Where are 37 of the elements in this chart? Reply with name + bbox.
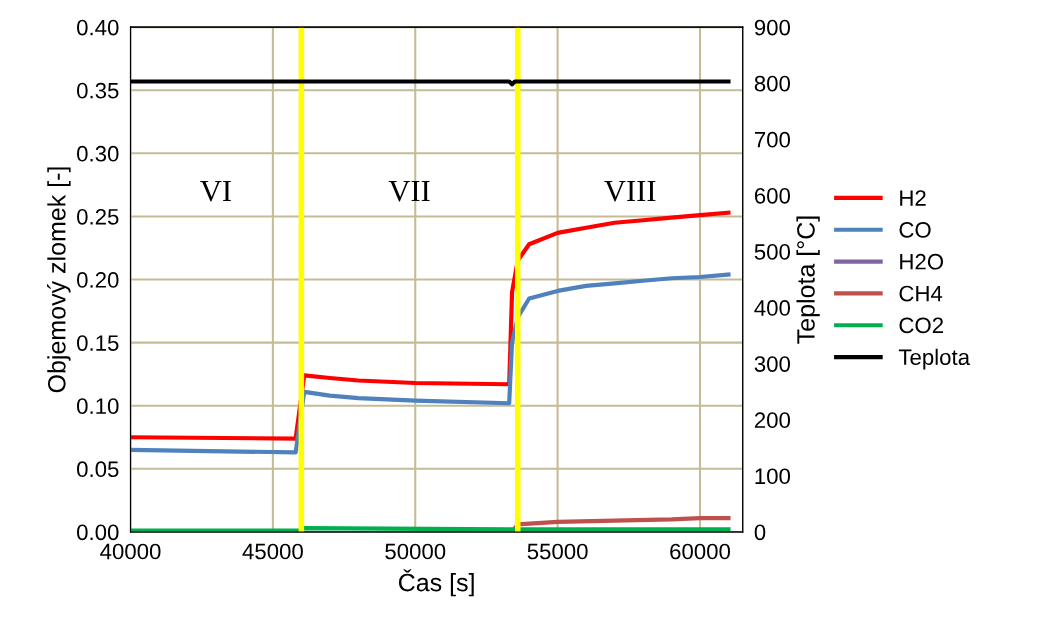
y-tick-label: 0.25 [77,208,119,225]
x-tick-label: 55000 [527,543,588,560]
legend-label: CO2 [899,317,943,334]
y2-tick-label: 100 [755,468,791,485]
y2-tick-label: 0 [754,524,766,541]
y-tick-label: 0.00 [77,524,119,541]
y2-tick-label: 400 [754,300,791,316]
y-axis-title: Objemový zlomek [-] [46,167,71,393]
legend-label: CH4 [899,285,943,302]
annotation: VII [388,181,430,202]
y-tick-label: 0.20 [77,272,119,288]
line-series [130,272,731,455]
legend-label: Teplota [898,348,971,370]
x-tick-label: 45000 [242,543,303,560]
y2-tick-label: 900 [754,19,791,36]
y-tick-label: 0.30 [77,145,119,162]
y2-tick-label: 800 [754,75,791,92]
y-tick-label: 0.10 [77,398,119,414]
y2-tick-label: 200 [754,412,791,429]
y2-tick-label: 600 [754,187,791,204]
y2-tick-label: 500 [754,244,791,260]
x-tick-label: 60000 [670,543,731,560]
x-tick-label: 40000 [100,543,161,560]
y-tick-label: 0.15 [77,335,119,351]
annotation: VI [200,181,231,202]
y-tick-label: 0.05 [77,461,119,478]
y-tick-label: 0.35 [77,82,119,99]
legend-label: CO [899,222,931,238]
y-tick-label: 0.40 [77,19,119,36]
legend-label: H2 [900,190,926,206]
y2-tick-label: 700 [754,131,791,148]
x-axis-title: Čas [s] [398,569,474,597]
x-tick-label: 50000 [385,543,446,560]
legend-label: H2O [900,253,944,270]
y2-tick-label: 300 [754,356,791,372]
y2-axis-title: Teplota [°C] [796,216,820,344]
annotation: VIII [604,181,656,202]
